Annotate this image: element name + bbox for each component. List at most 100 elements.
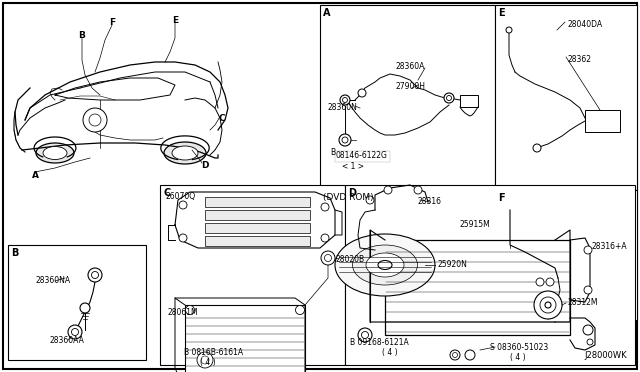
Circle shape — [506, 27, 512, 33]
Circle shape — [584, 286, 592, 294]
Text: S 08360-51023: S 08360-51023 — [490, 343, 548, 352]
Bar — [345, 185, 635, 365]
Circle shape — [444, 93, 454, 103]
Text: ( 4 ): ( 4 ) — [510, 353, 525, 362]
Bar — [495, 5, 637, 190]
Text: 28362: 28362 — [568, 55, 592, 64]
Circle shape — [72, 328, 79, 336]
Circle shape — [197, 352, 213, 368]
Bar — [335, 151, 390, 162]
Text: 28312M: 28312M — [568, 298, 598, 307]
Text: A: A — [31, 170, 38, 180]
Circle shape — [342, 97, 348, 103]
Circle shape — [88, 268, 102, 282]
Text: B 0816B-6161A: B 0816B-6161A — [184, 348, 243, 357]
Text: 26070Q: 26070Q — [165, 192, 195, 201]
Text: D: D — [201, 160, 209, 170]
Bar — [205, 236, 310, 246]
Circle shape — [536, 278, 544, 286]
Bar — [185, 305, 305, 372]
Text: ( 4 ): ( 4 ) — [200, 358, 216, 367]
Circle shape — [179, 234, 187, 242]
Circle shape — [533, 144, 541, 152]
Text: 28360NA: 28360NA — [35, 276, 70, 285]
Ellipse shape — [353, 245, 417, 285]
Circle shape — [362, 331, 369, 339]
Circle shape — [358, 89, 366, 97]
Circle shape — [80, 303, 90, 313]
Circle shape — [92, 272, 99, 279]
Text: 25915M: 25915M — [460, 220, 491, 229]
Text: 28061M: 28061M — [168, 308, 198, 317]
Bar — [205, 197, 310, 207]
Text: D: D — [348, 188, 356, 198]
Circle shape — [384, 186, 392, 194]
Text: 28020B: 28020B — [335, 255, 364, 264]
Text: 28040DA: 28040DA — [568, 20, 603, 29]
Circle shape — [540, 297, 556, 313]
Circle shape — [89, 114, 101, 126]
Circle shape — [339, 134, 351, 146]
Bar — [505, 305, 535, 323]
Ellipse shape — [378, 260, 392, 269]
Circle shape — [83, 108, 107, 132]
Circle shape — [366, 196, 374, 204]
Circle shape — [534, 291, 562, 319]
Bar — [495, 190, 637, 320]
Circle shape — [296, 305, 305, 314]
Text: (DVD ROM): (DVD ROM) — [323, 193, 374, 202]
Text: < 1 >: < 1 > — [342, 162, 364, 171]
Text: F: F — [109, 17, 115, 26]
Circle shape — [465, 350, 475, 360]
Circle shape — [321, 203, 329, 211]
Text: 08146-6122G: 08146-6122G — [336, 151, 388, 160]
Circle shape — [587, 339, 593, 345]
Circle shape — [186, 305, 195, 314]
Text: E: E — [498, 8, 504, 18]
Text: E: E — [172, 16, 178, 25]
Text: 28360N: 28360N — [327, 103, 357, 112]
Text: 28360AA: 28360AA — [50, 336, 85, 345]
Circle shape — [447, 96, 451, 100]
Text: B 09168-6121A: B 09168-6121A — [350, 338, 409, 347]
Bar — [460, 95, 478, 107]
Text: 28316: 28316 — [418, 197, 442, 206]
Text: J28000WK: J28000WK — [584, 351, 627, 360]
Circle shape — [414, 186, 422, 194]
Bar — [160, 185, 345, 365]
Ellipse shape — [335, 234, 435, 296]
Bar — [585, 110, 620, 132]
Text: 25920N: 25920N — [437, 260, 467, 269]
Circle shape — [545, 302, 551, 308]
Circle shape — [201, 356, 209, 364]
Text: C: C — [163, 188, 170, 198]
Text: B: B — [79, 31, 85, 39]
Bar — [8, 245, 146, 360]
Circle shape — [546, 278, 554, 286]
Bar — [385, 240, 570, 335]
Circle shape — [358, 328, 372, 342]
Circle shape — [340, 95, 350, 105]
Circle shape — [584, 246, 592, 254]
Ellipse shape — [366, 253, 404, 277]
Circle shape — [452, 353, 458, 357]
Text: F: F — [498, 193, 504, 203]
Ellipse shape — [36, 143, 74, 163]
Text: 28316+A: 28316+A — [592, 242, 628, 251]
Circle shape — [450, 350, 460, 360]
Ellipse shape — [164, 142, 206, 164]
Circle shape — [179, 201, 187, 209]
Circle shape — [321, 251, 335, 265]
Circle shape — [583, 325, 593, 335]
Text: C: C — [219, 113, 225, 122]
Ellipse shape — [43, 147, 67, 160]
Text: A: A — [323, 8, 330, 18]
Text: 27900H: 27900H — [395, 82, 425, 91]
Ellipse shape — [172, 146, 198, 160]
Bar — [205, 223, 310, 233]
Circle shape — [324, 254, 332, 262]
Text: B: B — [11, 248, 19, 258]
Circle shape — [342, 137, 348, 143]
Text: B: B — [330, 148, 335, 157]
Text: 28360A: 28360A — [395, 62, 424, 71]
